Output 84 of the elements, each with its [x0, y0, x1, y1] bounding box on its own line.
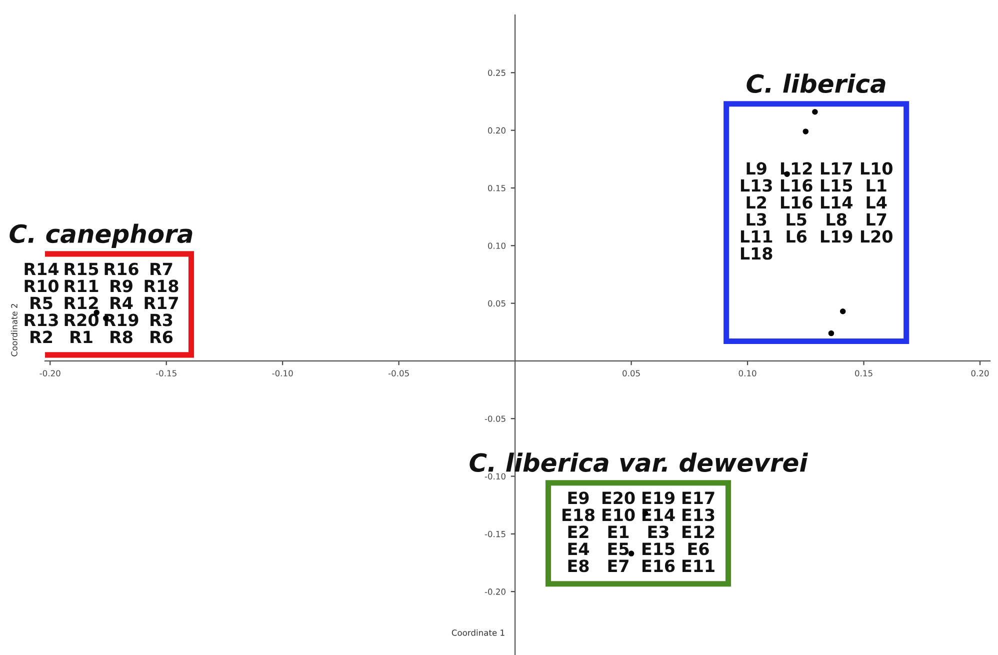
annotation: E16	[642, 560, 675, 572]
annotation: L10	[860, 162, 892, 175]
annotation: L6	[786, 230, 807, 243]
x-axis-title: Coordinate 1	[452, 629, 504, 636]
annotation: E11	[682, 560, 714, 572]
annotation: E10	[602, 508, 635, 522]
annotation: R9	[110, 280, 132, 292]
annotation: L9	[746, 162, 766, 175]
point	[802, 128, 809, 134]
annotation: R17	[144, 296, 178, 310]
annotation: E20	[602, 492, 635, 504]
y-tick-label: 0.15	[488, 184, 506, 192]
x-tick-label: -0.10	[272, 370, 293, 376]
annotation: R4	[110, 296, 133, 310]
y-tick-label: 0.20	[488, 127, 506, 134]
annotation: L17	[820, 162, 852, 175]
x-tick-label: 0.10	[738, 370, 756, 376]
annotation: E15	[642, 542, 674, 556]
annotation: E4	[568, 542, 589, 555]
y-tick-label: -0.05	[484, 416, 506, 422]
annotation: L3	[746, 213, 766, 226]
annotation: R18	[144, 280, 178, 292]
annotation: E13	[682, 508, 714, 522]
annotation: E12	[682, 526, 714, 538]
annotation: L4	[866, 196, 887, 209]
annotation: R13	[24, 314, 58, 326]
annotation: E6	[688, 542, 709, 556]
annotation: E8	[568, 560, 589, 572]
annotation: E7	[608, 560, 628, 572]
annotation: E5	[608, 542, 629, 556]
annotation: R6	[150, 330, 173, 344]
annotation: E1	[608, 526, 629, 538]
x-tick-label: -0.15	[156, 370, 176, 376]
annotation: R2	[30, 330, 52, 344]
annotation: R8	[110, 330, 132, 344]
annotation: L1	[866, 179, 886, 192]
annotation: L7	[866, 213, 886, 226]
y-axis-title: Coordinate 2	[10, 304, 18, 356]
annotation: L19	[820, 230, 852, 243]
annotation: E2	[568, 526, 588, 538]
annotation: E18	[562, 508, 595, 522]
y-tick-label: 0.25	[488, 70, 506, 76]
series-label: C. liberica	[746, 74, 886, 94]
x-tick-label: 0.05	[622, 370, 640, 376]
annotation: R7	[150, 262, 172, 276]
annotation: L5	[786, 213, 806, 226]
annotation: L13	[740, 179, 772, 192]
annotation: E9	[568, 492, 589, 504]
point	[828, 330, 834, 336]
annotation: E17	[682, 492, 714, 504]
annotation: L20	[860, 230, 892, 243]
annotation: R15	[64, 262, 98, 276]
annotation: R3	[150, 314, 172, 326]
y-tick-label: -0.15	[484, 530, 506, 538]
annotation: L16	[780, 179, 812, 192]
annotation: R14	[24, 262, 59, 276]
y-tick-label: 0.10	[488, 242, 506, 249]
annotation: L16	[780, 196, 812, 209]
annotation: R16	[104, 262, 138, 276]
annotation: L11	[740, 230, 772, 243]
annotation: E19	[642, 492, 674, 504]
annotation: R1	[70, 330, 92, 344]
annotation: E3	[648, 526, 668, 538]
y-tick-label: 0.05	[488, 300, 506, 307]
x-tick-label: -0.05	[388, 370, 409, 376]
point	[840, 308, 846, 314]
annotation: R10	[24, 280, 58, 292]
x-tick-label: 0.20	[971, 370, 989, 376]
annotation: R11	[64, 280, 98, 292]
annotation: L14	[820, 196, 852, 209]
text: C. canephora	[10, 224, 192, 248]
y-tick-label: -0.10	[484, 473, 506, 480]
annotation: L18	[740, 247, 772, 260]
y-tick-label: -0.20	[484, 588, 506, 595]
annotation: L8	[826, 213, 846, 226]
x-tick-label: -0.20	[40, 370, 60, 376]
annotation: R12	[64, 296, 98, 310]
x-tick-label: 0.15	[855, 370, 872, 376]
annotation: L2	[746, 196, 766, 209]
annotation: L15	[820, 179, 852, 192]
point	[812, 108, 818, 115]
annotation: R20	[64, 314, 98, 326]
annotation: R5	[30, 296, 52, 310]
point	[628, 550, 634, 556]
